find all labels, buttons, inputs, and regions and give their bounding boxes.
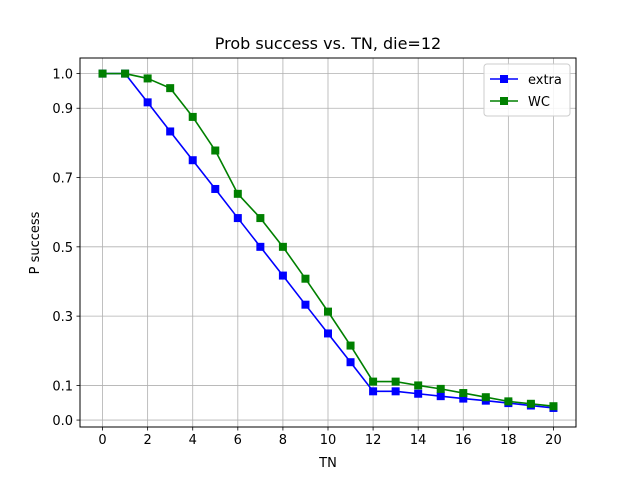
data-point-marker <box>211 184 220 193</box>
data-point-marker <box>233 189 242 198</box>
y-tick-label: 0.0 <box>52 414 73 429</box>
data-point-marker <box>301 274 310 283</box>
data-point-marker <box>166 84 175 93</box>
y-tick-label: 0.7 <box>52 172 73 187</box>
x-tick-label: 2 <box>143 433 151 448</box>
x-tick-label: 4 <box>189 433 197 448</box>
data-point-marker <box>301 300 310 309</box>
y-axis-title: P success <box>28 211 43 274</box>
data-point-marker <box>504 397 513 406</box>
series-layer <box>98 69 558 412</box>
y-tick-label: 0.3 <box>52 310 73 325</box>
data-point-marker <box>324 329 332 338</box>
data-point-marker <box>369 387 378 396</box>
data-point-marker <box>324 307 332 316</box>
legend-box <box>483 63 571 117</box>
data-point-marker <box>459 389 468 398</box>
x-tick-label: 12 <box>365 433 382 448</box>
data-point-marker <box>278 242 287 251</box>
axis-ticks: 0 2 4 6 8 10 12 14 16 18 20 0.0 0.1 0.3 0.5 0.7 0.9 1.0 <box>52 68 561 448</box>
data-point-marker <box>369 377 378 386</box>
chart-title: Prob success vs. TN, die=12 <box>215 34 441 53</box>
data-point-marker <box>143 74 152 83</box>
x-tick-label: 16 <box>455 433 472 448</box>
data-point-marker <box>256 214 265 223</box>
x-tick-label: 10 <box>320 433 337 448</box>
x-tick-label: 6 <box>234 433 242 448</box>
data-point-marker <box>346 341 355 350</box>
data-point-marker <box>278 271 287 280</box>
y-tick-label: 0.5 <box>52 241 73 256</box>
data-point-marker <box>256 242 265 251</box>
data-point-marker <box>391 377 400 386</box>
x-tick-label: 18 <box>500 433 517 448</box>
series-WC <box>98 69 558 411</box>
legend: extra WC <box>483 63 571 117</box>
x-tick-label: 14 <box>410 433 427 448</box>
data-point-marker <box>143 98 152 107</box>
x-tick-label: 20 <box>545 433 562 448</box>
data-point-marker <box>98 69 107 78</box>
y-tick-label: 1.0 <box>52 68 73 83</box>
data-point-marker <box>188 112 197 121</box>
y-tick-label: 0.9 <box>52 102 73 117</box>
data-point-marker <box>188 156 197 165</box>
data-point-marker <box>346 358 355 367</box>
data-point-marker <box>459 394 468 403</box>
data-point-marker <box>414 389 423 398</box>
legend-marker <box>500 75 508 83</box>
data-point-marker <box>549 402 558 411</box>
x-tick-label: 8 <box>279 433 287 448</box>
data-point-marker <box>233 214 242 223</box>
data-point-marker <box>121 69 130 78</box>
data-point-marker <box>166 127 175 136</box>
x-axis-title: TN <box>318 456 337 471</box>
data-point-marker <box>436 392 445 401</box>
data-point-marker <box>211 146 220 155</box>
legend-marker <box>500 97 508 105</box>
legend-label: WC <box>528 95 550 110</box>
data-point-marker <box>481 393 490 402</box>
legend-label: extra <box>528 73 562 88</box>
y-tick-label: 0.1 <box>52 379 73 394</box>
x-tick-label: 0 <box>98 433 106 448</box>
data-point-marker <box>436 384 445 393</box>
data-point-marker <box>414 381 423 390</box>
data-point-marker <box>526 399 535 408</box>
data-point-marker <box>391 387 400 396</box>
